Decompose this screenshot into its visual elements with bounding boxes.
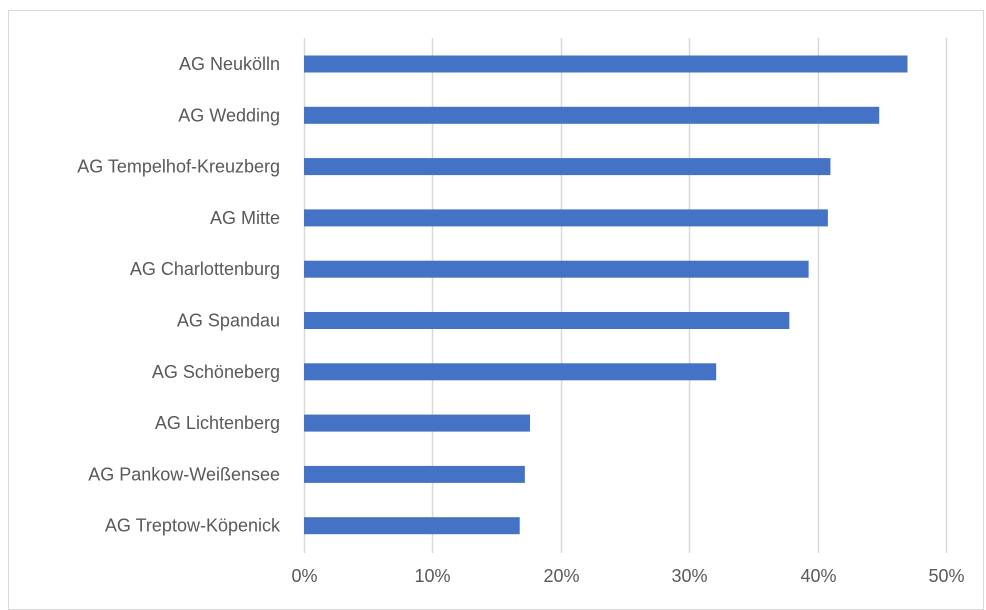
- category-label: AG Wedding: [178, 105, 280, 125]
- tick-label-layer: 0% 10% 20% 30% 40% 50%: [291, 566, 964, 586]
- bar: [304, 209, 828, 227]
- category-label: AG Mitte: [210, 208, 280, 228]
- category-label: AG Treptow-Köpenick: [105, 516, 281, 536]
- bar: [304, 465, 525, 483]
- x-tick-label: 50%: [928, 566, 964, 586]
- x-tick-label: 20%: [543, 566, 579, 586]
- bar: [304, 55, 908, 73]
- category-label: AG Pankow-Weißensee: [88, 464, 280, 484]
- category-label: AG Charlottenburg: [130, 259, 280, 279]
- x-tick-label: 30%: [671, 566, 707, 586]
- category-label: AG Schöneberg: [152, 362, 280, 382]
- bar: [304, 106, 880, 124]
- bar: [304, 260, 809, 278]
- bar: [304, 517, 520, 535]
- category-label: AG Neukölln: [179, 54, 280, 74]
- x-tick-label: 0%: [291, 566, 317, 586]
- x-tick-label: 10%: [414, 566, 450, 586]
- x-tick-label: 40%: [800, 566, 836, 586]
- bar-layer: [304, 55, 908, 535]
- bar: [304, 363, 717, 381]
- bar: [304, 312, 790, 329]
- category-label-layer: AG Neukölln AG Wedding AG Tempelhof-Kreuzb…: [77, 54, 281, 536]
- bar: [304, 158, 831, 176]
- bar: [304, 414, 530, 432]
- category-label: AG Spandau: [177, 311, 280, 331]
- category-label: AG Lichtenberg: [155, 413, 280, 433]
- category-label: AG Tempelhof-Kreuzberg: [77, 157, 280, 177]
